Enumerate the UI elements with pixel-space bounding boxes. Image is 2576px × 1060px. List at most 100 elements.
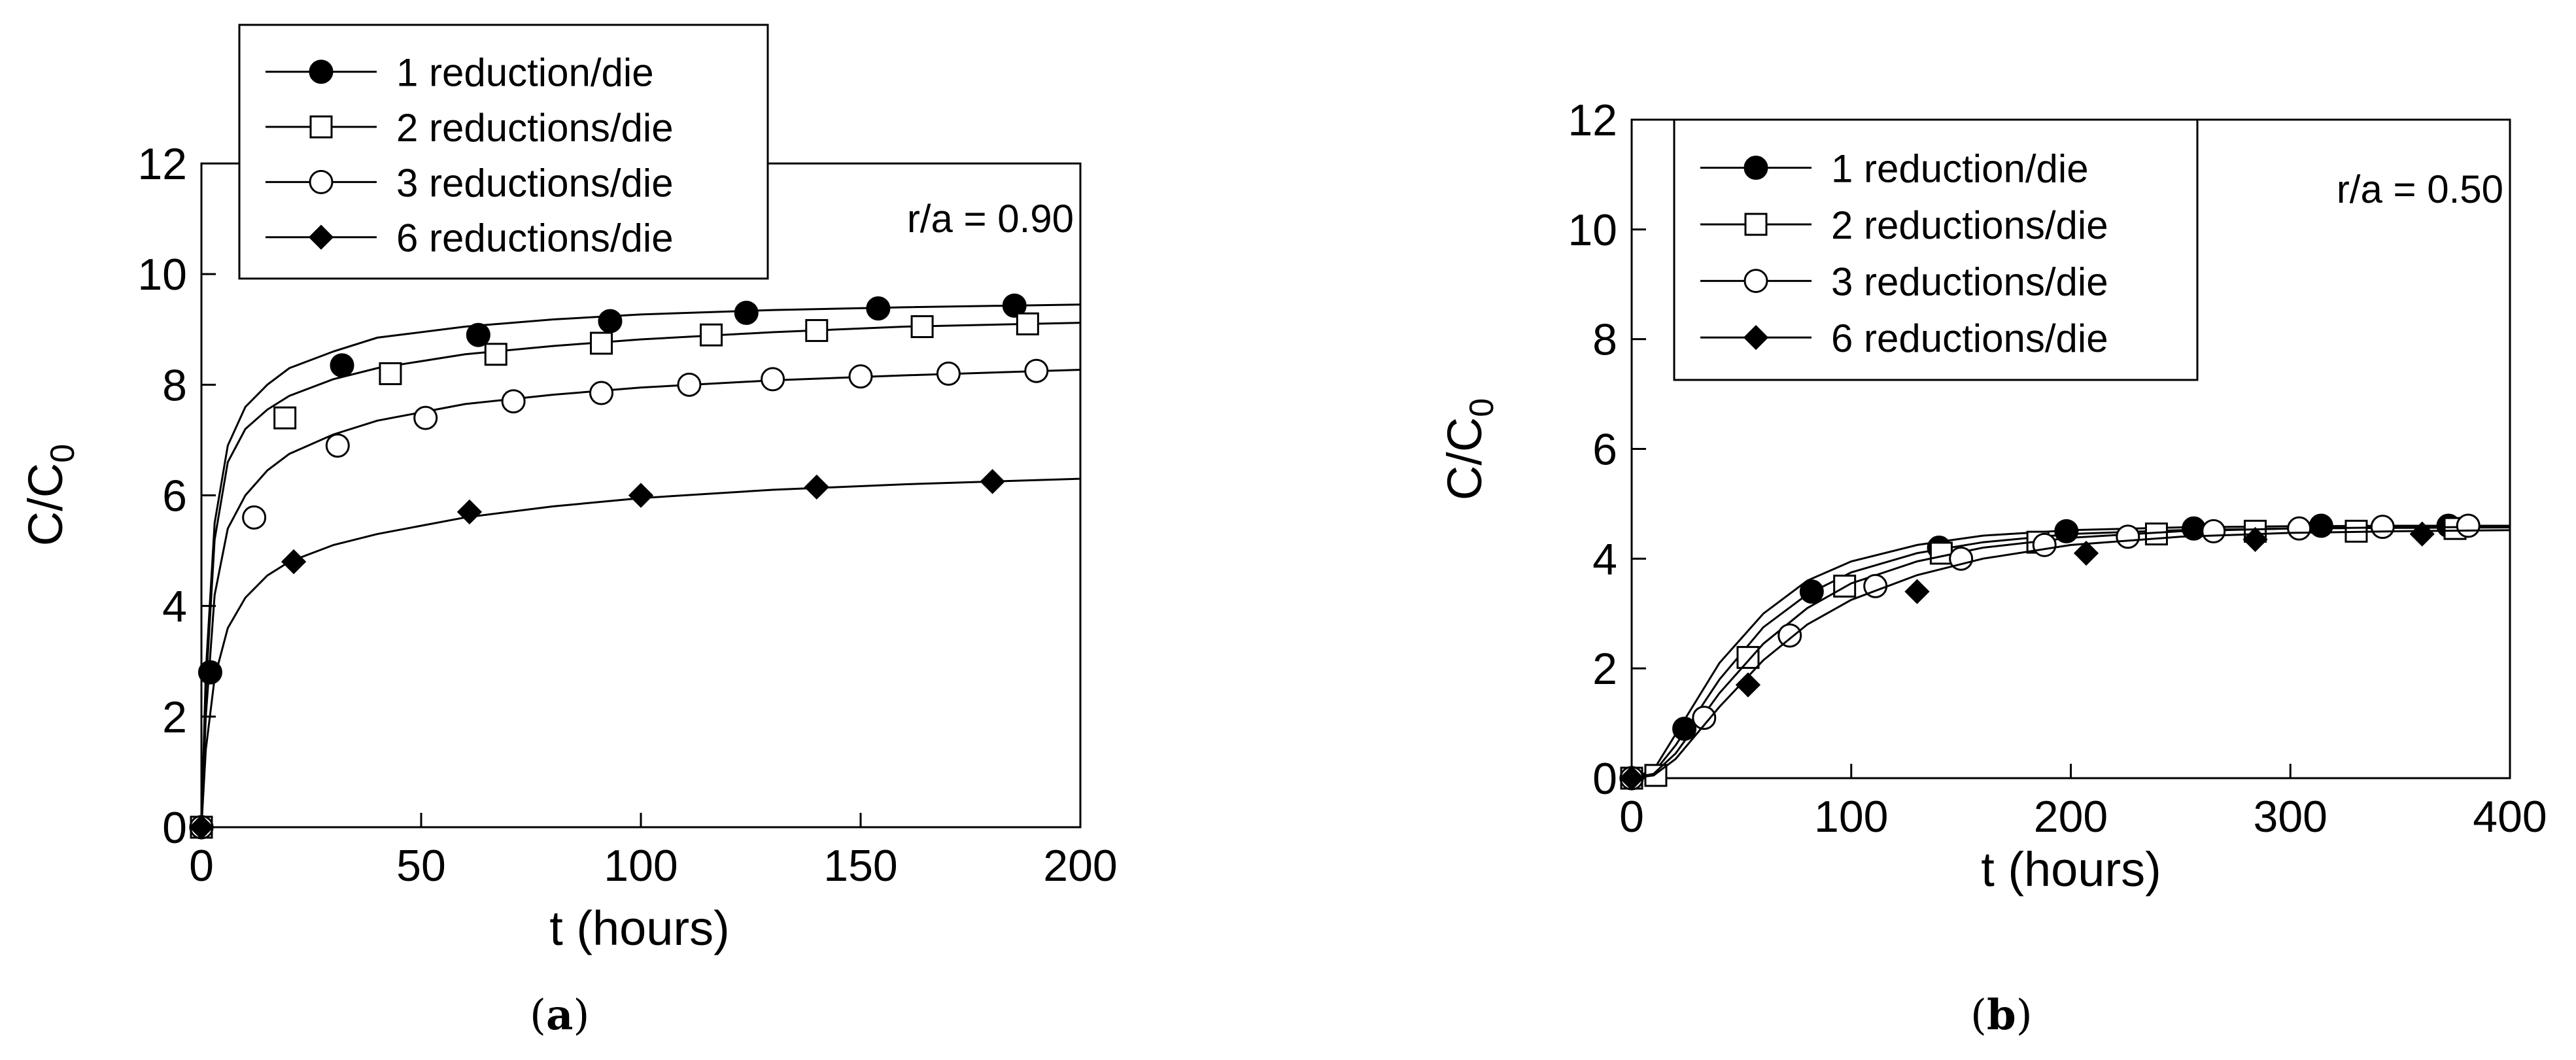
data-point	[761, 367, 785, 392]
data-point	[2409, 521, 2435, 547]
y-tick-label: 4	[1592, 534, 1617, 584]
panel-label-a: (a)	[530, 991, 589, 1040]
legend-label: 6 reductions/die	[396, 216, 674, 260]
x-tick-label: 100	[604, 841, 678, 891]
x-tick-label: 50	[396, 841, 446, 891]
y-axis-label-subscript: 0	[44, 444, 82, 463]
series-fit-line	[1631, 526, 2511, 779]
plot-annotation: r/a = 0.50	[2337, 167, 2503, 211]
y-tick-label: 10	[137, 250, 187, 299]
series-fit-line	[1631, 529, 2511, 779]
y-axis-label-main: C/C	[1437, 417, 1492, 500]
data-point	[910, 315, 934, 339]
series-fit-line	[200, 477, 1081, 828]
data-point	[1777, 623, 1802, 648]
panel-label-b-close: )	[2016, 991, 2033, 1040]
legend-marker	[1743, 269, 1768, 294]
legend: 1 reduction/die 2 reductions/die 3 reducti…	[238, 24, 769, 280]
y-tick-label: 4	[162, 582, 187, 632]
panel-label-a-close: )	[573, 991, 590, 1040]
legend-label: 6 reductions/die	[1831, 316, 2108, 360]
y-axis-label: C/C0	[1437, 398, 1501, 500]
data-point	[466, 322, 490, 347]
panel-label-b: (b)	[1970, 991, 2033, 1040]
data-point	[590, 332, 613, 355]
y-tick-label: 2	[1592, 644, 1617, 694]
x-tick-label: 0	[189, 841, 214, 891]
series-fit-line	[1631, 526, 2511, 779]
x-tick-label: 0	[1619, 792, 1644, 842]
x-axis-label: t (hours)	[1981, 842, 2161, 897]
data-point	[2309, 513, 2333, 538]
y-tick-label: 8	[1592, 315, 1617, 365]
data-point	[501, 389, 526, 414]
data-point	[281, 549, 307, 575]
y-axis-label-main: C/C	[18, 463, 73, 546]
data-point	[598, 309, 623, 333]
data-point	[1833, 574, 1857, 598]
data-point	[1024, 358, 1049, 383]
legend-marker	[308, 224, 334, 250]
series-1	[189, 293, 1081, 840]
series-fit-line	[1631, 524, 2510, 779]
y-tick-label: 0	[1592, 754, 1617, 804]
y-tick-label: 10	[1568, 205, 1617, 255]
data-point	[2242, 526, 2268, 553]
data-point	[2116, 524, 2140, 549]
data-point	[866, 296, 891, 321]
data-point	[1736, 645, 1760, 669]
data-point	[2287, 516, 2312, 541]
legend: 1 reduction/die 2 reductions/die 3 reducti…	[1673, 118, 2199, 381]
x-axis-label: t (hours)	[549, 901, 730, 955]
data-point	[2201, 519, 2226, 543]
data-point	[2456, 513, 2481, 538]
panel-label-a-letter: a	[545, 991, 574, 1040]
legend-marker	[1743, 324, 1769, 350]
panel-label-b-letter: b	[1986, 991, 2016, 1040]
data-point	[1002, 293, 1027, 318]
data-point	[2370, 515, 2395, 539]
data-point	[1735, 672, 1761, 698]
legend-marker	[309, 115, 333, 139]
series-2	[190, 312, 1081, 839]
legend-label: 2 reductions/die	[396, 106, 674, 150]
x-tick-label: 200	[1043, 841, 1117, 891]
legend-label: 2 reductions/die	[1831, 203, 2108, 247]
data-point	[1904, 579, 1930, 604]
legend-marker	[309, 169, 334, 194]
data-point	[628, 483, 654, 508]
plot-annotation: r/a = 0.90	[907, 197, 1074, 241]
x-tick-label: 200	[2034, 792, 2108, 842]
y-tick-label: 8	[162, 360, 187, 410]
data-point	[456, 499, 483, 524]
data-point	[1949, 546, 1974, 571]
legend-label: 1 reduction/die	[396, 51, 654, 95]
data-point	[804, 474, 829, 500]
data-point	[805, 318, 829, 342]
x-tick-label: 300	[2254, 792, 2327, 842]
data-point	[1619, 765, 1645, 791]
data-point	[734, 300, 759, 325]
y-axis-label-subscript: 0	[1463, 398, 1501, 417]
data-point	[700, 323, 723, 347]
legend-marker	[1744, 213, 1768, 236]
data-point	[2073, 540, 2099, 566]
legend-marker	[1743, 156, 1768, 180]
data-point	[1016, 312, 1039, 335]
x-tick-label: 100	[1814, 792, 1888, 842]
data-point	[379, 362, 402, 385]
y-tick-label: 6	[1592, 425, 1617, 475]
y-tick-label: 2	[162, 692, 187, 742]
legend-label: 1 reduction/die	[1831, 147, 2089, 191]
data-point	[484, 343, 507, 366]
y-tick-label: 0	[162, 803, 187, 853]
data-point	[2032, 532, 2057, 557]
data-point	[677, 372, 702, 397]
data-point	[325, 433, 350, 458]
data-point	[1692, 706, 1717, 730]
y-tick-label: 6	[162, 471, 187, 521]
legend-label: 3 reductions/die	[1831, 260, 2108, 304]
y-tick-label: 12	[137, 139, 187, 189]
